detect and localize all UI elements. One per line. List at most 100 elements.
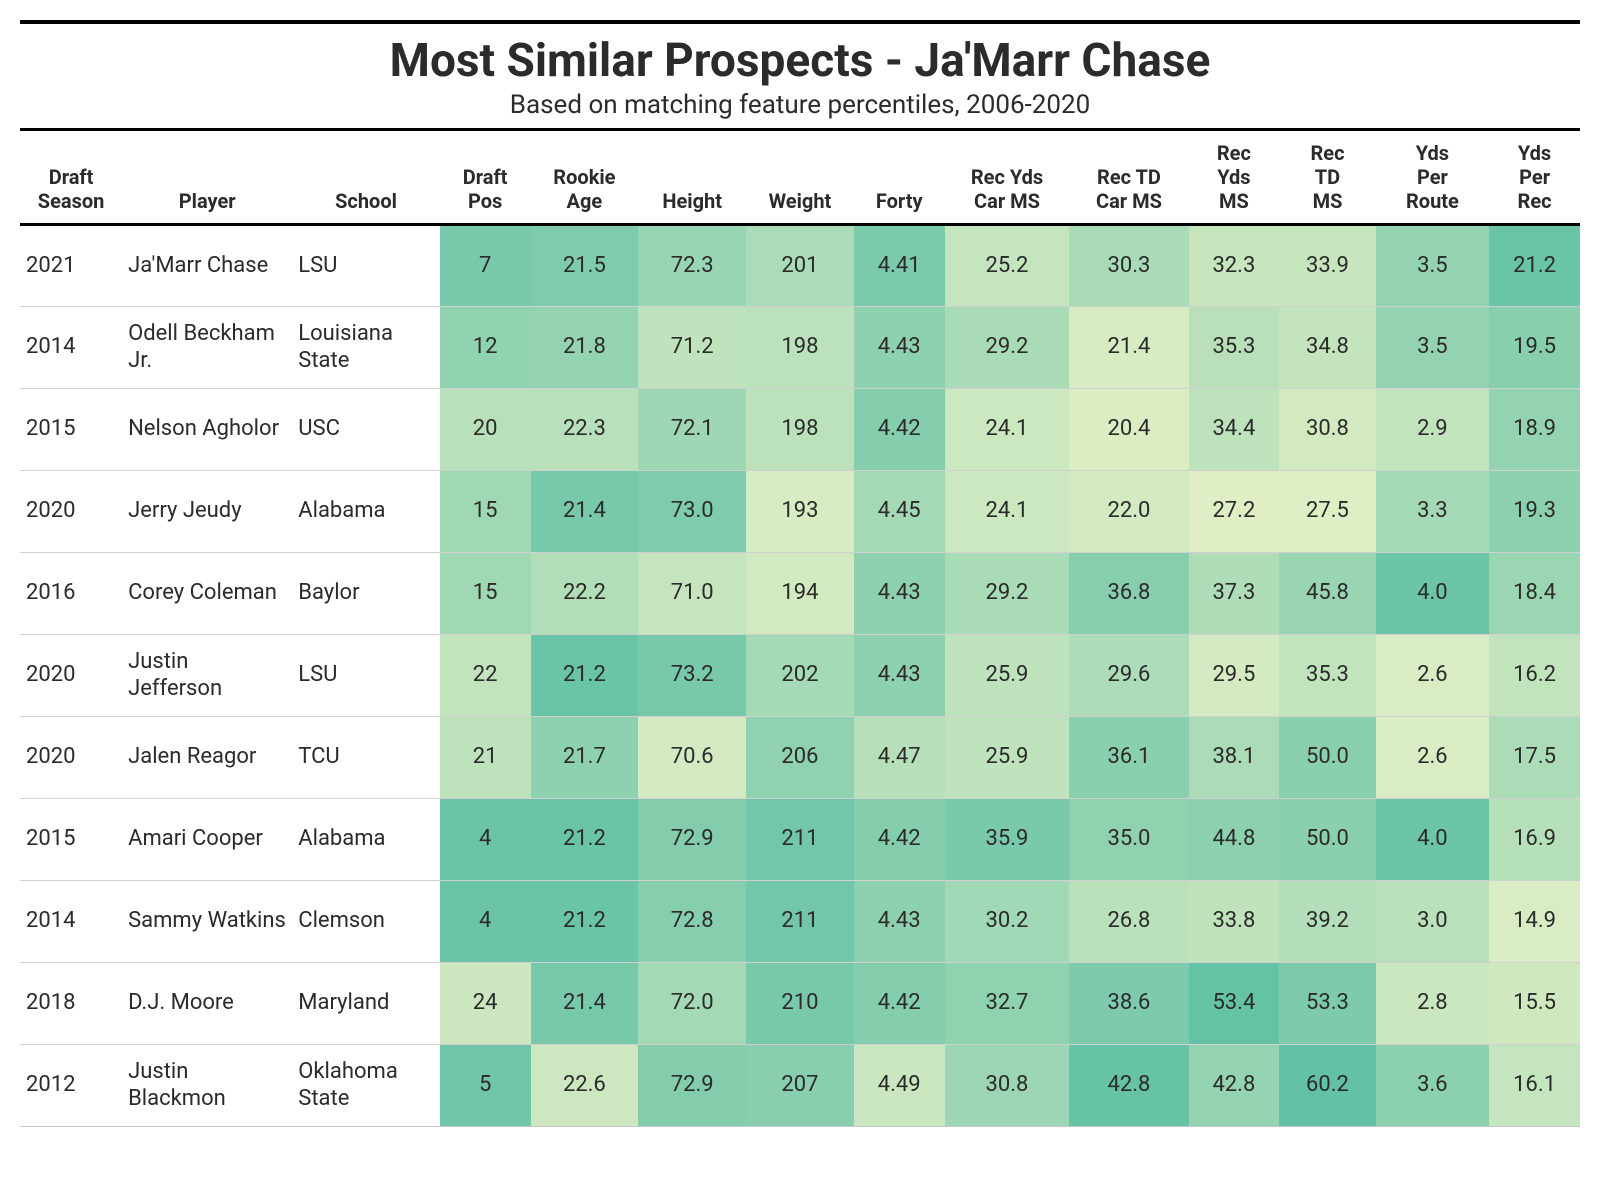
cell-player: Amari Cooper xyxy=(122,799,292,881)
table-row: 2020Justin JeffersonLSU2221.273.22024.43… xyxy=(20,635,1580,717)
cell-rec_yds_ms: 42.8 xyxy=(1189,1045,1280,1127)
cell-rec_yds_car_ms: 25.2 xyxy=(945,225,1070,307)
cell-forty: 4.43 xyxy=(854,307,945,389)
cell-yds_per_route: 4.0 xyxy=(1376,799,1489,881)
cell-rec_yds_car_ms: 35.9 xyxy=(945,799,1070,881)
cell-forty: 4.42 xyxy=(854,389,945,471)
column-header: Rec YdsCar MS xyxy=(945,130,1070,225)
cell-rec_td_car_ms: 35.0 xyxy=(1069,799,1188,881)
cell-yds_per_rec: 19.3 xyxy=(1489,471,1580,553)
cell-weight: 194 xyxy=(746,553,854,635)
cell-rec_td_car_ms: 36.8 xyxy=(1069,553,1188,635)
cell-rec_td_ms: 33.9 xyxy=(1279,225,1375,307)
cell-school: LSU xyxy=(292,635,439,717)
cell-draft_season: 2015 xyxy=(20,389,122,471)
cell-yds_per_rec: 21.2 xyxy=(1489,225,1580,307)
cell-rec_yds_car_ms: 29.2 xyxy=(945,307,1070,389)
cell-draft_season: 2015 xyxy=(20,799,122,881)
cell-rec_yds_ms: 27.2 xyxy=(1189,471,1280,553)
cell-forty: 4.43 xyxy=(854,553,945,635)
cell-player: Jalen Reagor xyxy=(122,717,292,799)
cell-forty: 4.45 xyxy=(854,471,945,553)
table-header-row: DraftSeasonPlayerSchoolDraftPosRookieAge… xyxy=(20,130,1580,225)
column-header: DraftPos xyxy=(440,130,531,225)
cell-school: Baylor xyxy=(292,553,439,635)
cell-school: TCU xyxy=(292,717,439,799)
cell-rec_td_ms: 53.3 xyxy=(1279,963,1375,1045)
cell-rookie_age: 21.2 xyxy=(531,635,639,717)
cell-rec_td_car_ms: 36.1 xyxy=(1069,717,1188,799)
column-header: YdsPerRec xyxy=(1489,130,1580,225)
cell-rookie_age: 22.3 xyxy=(531,389,639,471)
cell-rec_yds_ms: 37.3 xyxy=(1189,553,1280,635)
cell-height: 72.0 xyxy=(638,963,746,1045)
cell-draft_pos: 22 xyxy=(440,635,531,717)
cell-yds_per_route: 4.0 xyxy=(1376,553,1489,635)
cell-draft_pos: 15 xyxy=(440,553,531,635)
table-row: 2018D.J. MooreMaryland2421.472.02104.423… xyxy=(20,963,1580,1045)
cell-yds_per_route: 3.6 xyxy=(1376,1045,1489,1127)
prospects-table-container: Most Similar Prospects - Ja'Marr Chase B… xyxy=(20,20,1580,1127)
cell-draft_season: 2020 xyxy=(20,471,122,553)
title-block: Most Similar Prospects - Ja'Marr Chase B… xyxy=(20,20,1580,128)
cell-rec_td_ms: 30.8 xyxy=(1279,389,1375,471)
cell-yds_per_route: 3.0 xyxy=(1376,881,1489,963)
cell-weight: 206 xyxy=(746,717,854,799)
cell-rookie_age: 21.4 xyxy=(531,963,639,1045)
cell-height: 71.0 xyxy=(638,553,746,635)
page-title: Most Similar Prospects - Ja'Marr Chase xyxy=(20,34,1580,88)
column-header: Weight xyxy=(746,130,854,225)
cell-rec_td_car_ms: 30.3 xyxy=(1069,225,1188,307)
cell-yds_per_route: 3.5 xyxy=(1376,225,1489,307)
cell-draft_pos: 4 xyxy=(440,881,531,963)
cell-draft_pos: 4 xyxy=(440,799,531,881)
cell-yds_per_route: 2.6 xyxy=(1376,717,1489,799)
column-header: School xyxy=(292,130,439,225)
cell-forty: 4.42 xyxy=(854,799,945,881)
cell-yds_per_rec: 18.4 xyxy=(1489,553,1580,635)
table-row: 2016Corey ColemanBaylor1522.271.01944.43… xyxy=(20,553,1580,635)
cell-school: Alabama xyxy=(292,471,439,553)
cell-height: 72.9 xyxy=(638,799,746,881)
cell-yds_per_rec: 16.1 xyxy=(1489,1045,1580,1127)
cell-player: D.J. Moore xyxy=(122,963,292,1045)
cell-draft_pos: 20 xyxy=(440,389,531,471)
cell-rookie_age: 21.4 xyxy=(531,471,639,553)
cell-player: Nelson Agholor xyxy=(122,389,292,471)
cell-draft_season: 2014 xyxy=(20,881,122,963)
cell-rookie_age: 21.5 xyxy=(531,225,639,307)
cell-rec_td_ms: 39.2 xyxy=(1279,881,1375,963)
cell-rec_yds_ms: 38.1 xyxy=(1189,717,1280,799)
cell-draft_season: 2021 xyxy=(20,225,122,307)
cell-weight: 202 xyxy=(746,635,854,717)
table-row: 2014Odell Beckham Jr.Louisiana State1221… xyxy=(20,307,1580,389)
table-row: 2020Jerry JeudyAlabama1521.473.01934.452… xyxy=(20,471,1580,553)
cell-rookie_age: 21.8 xyxy=(531,307,639,389)
table-row: 2012Justin BlackmonOklahoma State522.672… xyxy=(20,1045,1580,1127)
cell-rec_td_car_ms: 42.8 xyxy=(1069,1045,1188,1127)
prospects-table: DraftSeasonPlayerSchoolDraftPosRookieAge… xyxy=(20,128,1580,1127)
table-row: 2014Sammy WatkinsClemson421.272.82114.43… xyxy=(20,881,1580,963)
cell-rookie_age: 22.2 xyxy=(531,553,639,635)
cell-rec_yds_ms: 53.4 xyxy=(1189,963,1280,1045)
cell-player: Sammy Watkins xyxy=(122,881,292,963)
cell-forty: 4.47 xyxy=(854,717,945,799)
cell-rec_yds_car_ms: 30.2 xyxy=(945,881,1070,963)
column-header: YdsPerRoute xyxy=(1376,130,1489,225)
cell-school: USC xyxy=(292,389,439,471)
cell-rec_td_ms: 27.5 xyxy=(1279,471,1375,553)
cell-height: 73.0 xyxy=(638,471,746,553)
cell-rec_td_ms: 60.2 xyxy=(1279,1045,1375,1127)
table-row: 2020Jalen ReagorTCU2121.770.62064.4725.9… xyxy=(20,717,1580,799)
cell-rec_yds_car_ms: 29.2 xyxy=(945,553,1070,635)
cell-draft_season: 2020 xyxy=(20,717,122,799)
cell-rec_yds_ms: 32.3 xyxy=(1189,225,1280,307)
cell-rec_yds_ms: 29.5 xyxy=(1189,635,1280,717)
cell-yds_per_rec: 16.2 xyxy=(1489,635,1580,717)
cell-school: Clemson xyxy=(292,881,439,963)
cell-rec_yds_ms: 44.8 xyxy=(1189,799,1280,881)
cell-rec_td_ms: 34.8 xyxy=(1279,307,1375,389)
cell-forty: 4.49 xyxy=(854,1045,945,1127)
cell-yds_per_rec: 15.5 xyxy=(1489,963,1580,1045)
cell-height: 73.2 xyxy=(638,635,746,717)
